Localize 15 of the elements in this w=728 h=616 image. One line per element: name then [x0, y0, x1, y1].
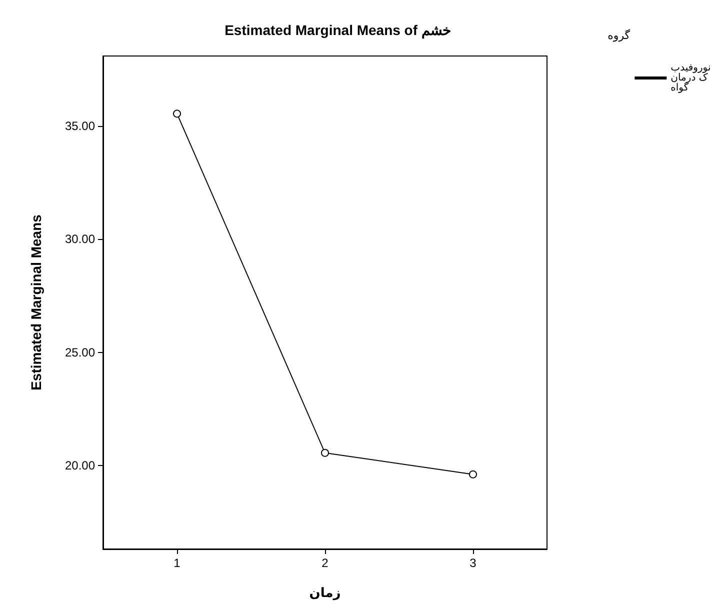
point	[321, 448, 329, 457]
point	[173, 110, 181, 118]
y-tick-label: 35.00	[64, 119, 96, 134]
legend-label: نوروفیدبک درمان گواه	[670, 62, 712, 94]
y-axis-title: Estimated Marginal Means	[28, 214, 44, 390]
chart-title: Estimated Marginal Means of خشم	[224, 22, 452, 39]
x-tick-label: 3	[470, 556, 477, 570]
x-axis-title: زمان	[309, 586, 341, 601]
point	[469, 470, 477, 478]
y-tick-label: 25.00	[64, 345, 96, 360]
x-tick-label: 1	[174, 556, 181, 570]
legend-title: گروه	[608, 29, 631, 42]
y-tick-label: 30.00	[64, 232, 96, 246]
x-tick-label: 2	[322, 556, 329, 570]
y-tick-label: 20.00	[64, 458, 96, 472]
